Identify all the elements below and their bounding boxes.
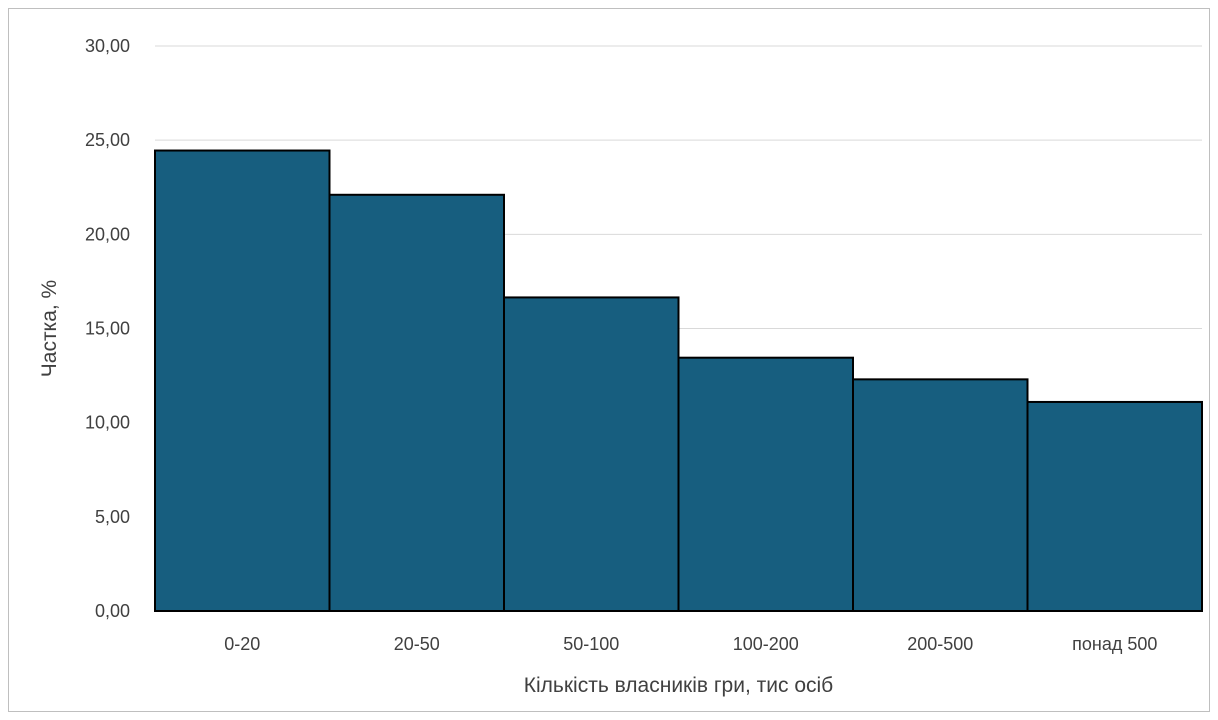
x-tick-labels: 0-20 20-50 50-100 100-200 200-500 понад 500 [224, 634, 1157, 654]
y-tick-label: 0,00 [95, 601, 130, 621]
y-tick-label: 30,00 [85, 36, 130, 56]
y-tick-label: 25,00 [85, 130, 130, 150]
bar-3 [677, 356, 854, 613]
bar-2 [503, 296, 680, 612]
x-axis-title: Кількість власників гри, тис осіб [524, 674, 833, 697]
x-tick-label: 0-20 [224, 634, 260, 654]
bars [154, 149, 1203, 613]
bar-0 [154, 149, 331, 612]
x-tick-label: 100-200 [733, 634, 799, 654]
y-tick-label: 5,00 [95, 507, 130, 527]
bar-1 [328, 193, 505, 613]
bar-5 [1026, 400, 1203, 613]
x-tick-label: 200-500 [907, 634, 973, 654]
y-tick-label: 15,00 [85, 319, 130, 339]
bar-4 [852, 378, 1029, 612]
y-tick-label: 20,00 [85, 224, 130, 244]
x-tick-label: 50-100 [563, 634, 619, 654]
x-tick-label: понад 500 [1072, 634, 1157, 654]
y-tick-label: 10,00 [85, 413, 130, 433]
y-tick-labels: 0,00 5,00 10,00 15,00 20,00 25,00 30,00 [85, 36, 130, 621]
x-tick-label: 20-50 [394, 634, 440, 654]
y-axis-title: Частка, % [38, 280, 61, 377]
